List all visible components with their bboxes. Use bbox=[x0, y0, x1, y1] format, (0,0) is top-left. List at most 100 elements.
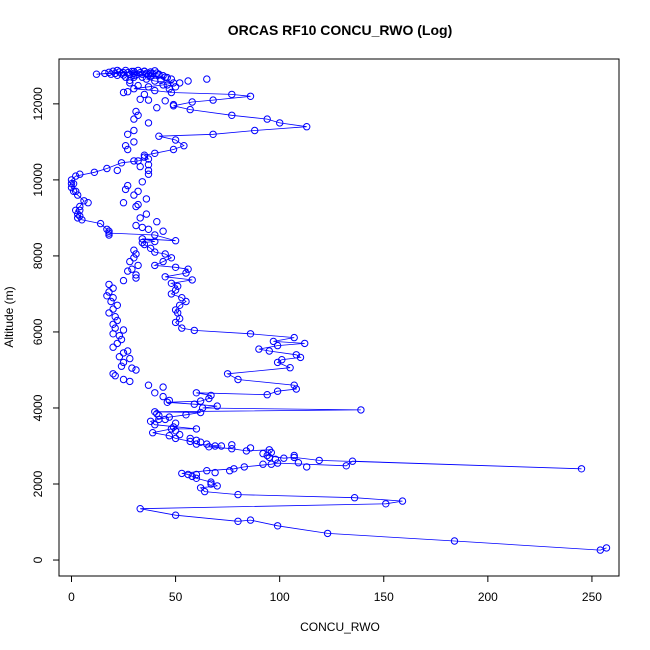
data-point bbox=[69, 187, 78, 196]
data-point bbox=[117, 159, 126, 167]
data-point bbox=[140, 151, 149, 159]
data-point bbox=[259, 460, 267, 468]
data-point bbox=[182, 411, 190, 419]
plot-frame bbox=[58, 58, 620, 577]
data-point bbox=[276, 119, 284, 127]
data-point bbox=[182, 297, 190, 306]
data-point bbox=[151, 408, 159, 416]
data-point bbox=[167, 290, 176, 298]
data-point bbox=[203, 440, 211, 448]
data-point bbox=[96, 219, 105, 228]
data-point bbox=[72, 206, 80, 215]
data-point bbox=[174, 282, 182, 290]
data-point bbox=[171, 286, 180, 294]
data-point bbox=[136, 95, 144, 104]
data-point bbox=[246, 92, 255, 101]
x-axis: 0 50 100 150 200 250 bbox=[68, 576, 602, 604]
data-point bbox=[132, 107, 140, 116]
data-point bbox=[124, 130, 132, 139]
data-point bbox=[273, 459, 282, 467]
data-point bbox=[163, 398, 172, 406]
data-point bbox=[265, 347, 273, 355]
data-point bbox=[74, 214, 82, 222]
data-point bbox=[169, 423, 178, 431]
data-point bbox=[342, 462, 350, 470]
y-tick-label: 6000 bbox=[31, 318, 45, 345]
data-point bbox=[119, 276, 128, 285]
data-point bbox=[240, 463, 249, 471]
data-point bbox=[167, 425, 176, 433]
data-point bbox=[228, 441, 236, 449]
data-point bbox=[161, 97, 169, 105]
data-point bbox=[140, 90, 149, 99]
data-point bbox=[153, 69, 161, 77]
data-point bbox=[178, 294, 186, 302]
data-point bbox=[142, 210, 151, 218]
data-point bbox=[69, 180, 78, 188]
data-point bbox=[234, 517, 242, 525]
data-point bbox=[211, 442, 219, 450]
data-point bbox=[119, 349, 128, 357]
data-point bbox=[176, 301, 184, 309]
data-point bbox=[255, 345, 263, 353]
data-point bbox=[126, 354, 134, 363]
data-point bbox=[144, 119, 153, 127]
data-point bbox=[176, 79, 184, 87]
data-point bbox=[450, 537, 459, 545]
data-point bbox=[263, 391, 271, 399]
data-point bbox=[84, 199, 92, 207]
data-point bbox=[165, 432, 174, 440]
data-point bbox=[113, 301, 122, 309]
data-point bbox=[246, 516, 255, 524]
data-point bbox=[130, 126, 138, 135]
data-point bbox=[124, 88, 132, 96]
data-point bbox=[153, 218, 161, 226]
data-point bbox=[115, 332, 124, 340]
data-point bbox=[109, 294, 117, 302]
data-point bbox=[149, 429, 157, 437]
data-point bbox=[124, 181, 132, 190]
data-point bbox=[259, 449, 267, 458]
data-point bbox=[171, 83, 180, 91]
y-axis-label: Altitude (m) bbox=[2, 286, 16, 347]
data-point bbox=[263, 115, 271, 123]
data-point bbox=[171, 427, 180, 435]
data-point bbox=[207, 480, 215, 488]
data-point bbox=[196, 397, 205, 405]
data-point bbox=[280, 454, 288, 462]
data-point bbox=[67, 180, 76, 188]
data-point bbox=[144, 83, 153, 91]
data-point bbox=[126, 377, 134, 386]
data-point bbox=[134, 81, 142, 90]
x-tick-label: 50 bbox=[169, 590, 183, 604]
data-point bbox=[167, 88, 176, 97]
y-tick-label: 0 bbox=[31, 556, 45, 563]
data-point bbox=[303, 463, 311, 471]
series-0 bbox=[67, 67, 611, 554]
data-point bbox=[113, 316, 122, 325]
data-point bbox=[169, 145, 178, 154]
data-point bbox=[126, 257, 134, 266]
data-point bbox=[596, 546, 604, 554]
series-line bbox=[70, 70, 607, 551]
data-point bbox=[109, 305, 117, 313]
data-point bbox=[136, 214, 144, 222]
data-point bbox=[72, 172, 80, 180]
data-point bbox=[136, 505, 144, 513]
data-point bbox=[103, 292, 111, 300]
data-point bbox=[192, 425, 201, 433]
data-point bbox=[126, 79, 134, 87]
data-point bbox=[228, 90, 236, 99]
data-point bbox=[273, 522, 282, 530]
data-point bbox=[186, 105, 194, 114]
data-point bbox=[72, 187, 80, 196]
data-point bbox=[128, 364, 136, 372]
data-point bbox=[165, 85, 174, 93]
data-point bbox=[246, 330, 255, 338]
data-point bbox=[155, 411, 163, 420]
series-1 bbox=[67, 66, 311, 488]
data-point bbox=[117, 362, 126, 370]
data-point bbox=[184, 77, 192, 85]
data-point bbox=[223, 370, 232, 378]
data-point bbox=[144, 96, 153, 104]
